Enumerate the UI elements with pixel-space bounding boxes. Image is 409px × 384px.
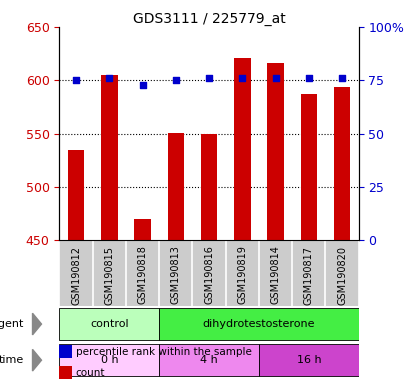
- Text: 16 h: 16 h: [296, 355, 320, 365]
- Bar: [234, 58, 250, 240]
- Text: GSM190812: GSM190812: [71, 246, 81, 305]
- Text: control: control: [90, 319, 128, 329]
- Point: [139, 81, 146, 88]
- Text: GSM190815: GSM190815: [104, 246, 114, 305]
- Text: GSM190818: GSM190818: [137, 246, 147, 305]
- Point: [272, 75, 278, 81]
- Text: agent: agent: [0, 319, 23, 329]
- Text: GSM190817: GSM190817: [303, 246, 313, 305]
- Bar: [300, 94, 317, 240]
- Bar: [67, 150, 84, 240]
- Point: [205, 75, 212, 81]
- Title: GDS3111 / 225779_at: GDS3111 / 225779_at: [133, 12, 285, 26]
- Polygon shape: [32, 313, 41, 335]
- Polygon shape: [32, 349, 41, 371]
- Point: [338, 75, 344, 81]
- Text: GSM190816: GSM190816: [204, 246, 213, 305]
- Bar: [333, 87, 350, 240]
- Bar: [59, 344, 159, 376]
- Point: [305, 75, 311, 81]
- Text: GSM190819: GSM190819: [237, 246, 247, 305]
- Bar: [200, 134, 217, 240]
- Text: 4 h: 4 h: [200, 355, 218, 365]
- Text: 0 h: 0 h: [100, 355, 118, 365]
- Bar: [159, 344, 258, 376]
- Bar: [59, 308, 159, 340]
- Point: [238, 75, 245, 81]
- Bar: [101, 75, 117, 240]
- Text: GSM190813: GSM190813: [171, 246, 180, 305]
- Bar: [134, 219, 151, 240]
- Point: [106, 75, 112, 81]
- Text: percentile rank within the sample: percentile rank within the sample: [76, 347, 251, 357]
- Text: GSM190820: GSM190820: [336, 246, 346, 305]
- Bar: [267, 63, 283, 240]
- Text: dihydrotestosterone: dihydrotestosterone: [202, 319, 315, 329]
- Bar: [159, 308, 358, 340]
- Text: count: count: [76, 368, 105, 378]
- Text: time: time: [0, 355, 23, 365]
- Bar: [258, 344, 358, 376]
- Point: [172, 77, 179, 83]
- Bar: [167, 132, 184, 240]
- Point: [73, 77, 79, 83]
- Text: GSM190814: GSM190814: [270, 246, 280, 305]
